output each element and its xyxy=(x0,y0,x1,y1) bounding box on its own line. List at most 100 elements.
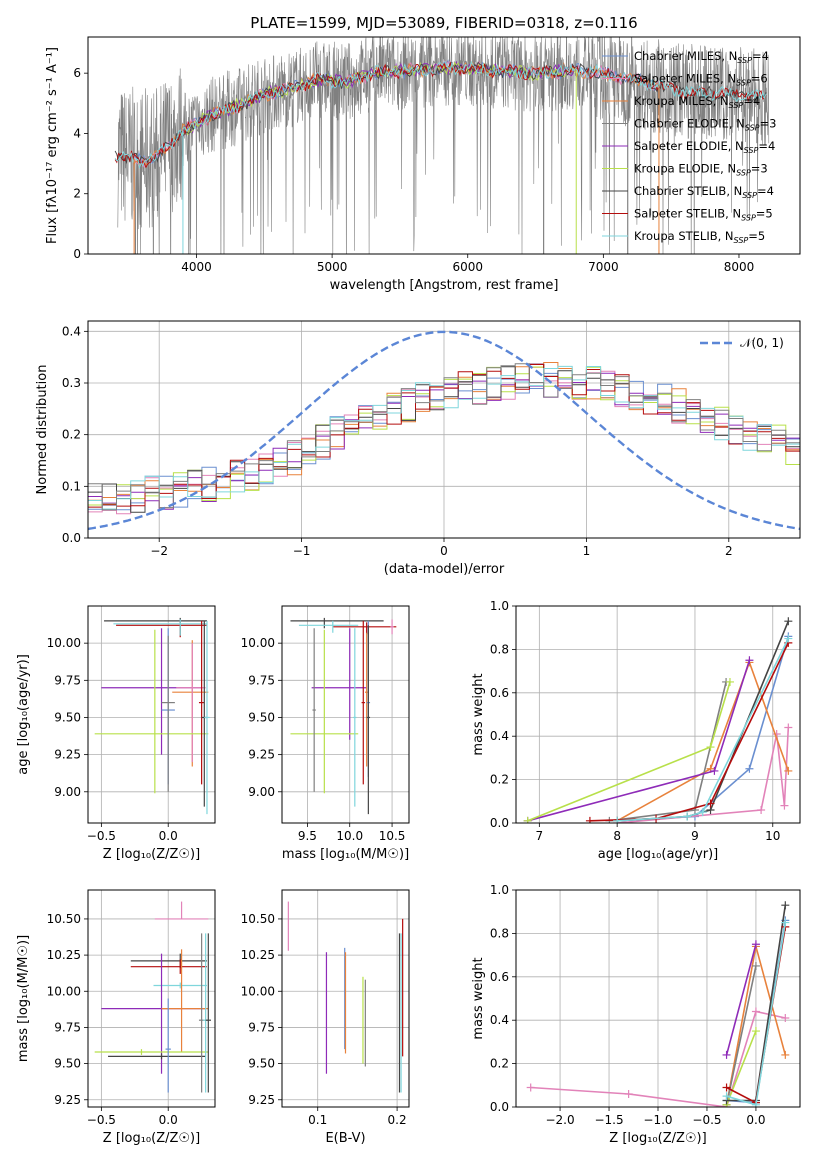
y-tick-label: 9.50 xyxy=(54,1057,81,1071)
legend-entry: Chabrier ELODIE, NSSP=3 xyxy=(634,117,776,133)
weight-marker xyxy=(781,1050,790,1059)
x-tick-label: 7000 xyxy=(588,260,619,274)
plot-area xyxy=(523,617,793,823)
y-tick-label: 9.00 xyxy=(54,785,81,799)
axes-frame xyxy=(281,605,410,824)
y-tick-label: 4 xyxy=(73,126,81,140)
weight-marker xyxy=(751,1027,760,1036)
histogram-step xyxy=(88,363,800,513)
weight-line xyxy=(617,638,790,822)
y-tick-label: 0.0 xyxy=(62,531,81,545)
y-tick-label: 0.8 xyxy=(490,642,509,656)
weight-marker xyxy=(757,805,766,814)
weight-line xyxy=(617,636,790,822)
legend-sub: SSP xyxy=(741,214,756,223)
y-tick-label: 9.75 xyxy=(248,673,275,687)
legend-entry: Chabrier MILES, NSSP=4 xyxy=(634,49,769,65)
x-tick-label: 0.2 xyxy=(388,1113,407,1127)
y-tick-label: 1.0 xyxy=(490,883,509,897)
chart-age-vs-Z: −0.5 0.0 9.00 9.25 9.50 9.75 10.00 Z [log₁₀(Z/Z… xyxy=(16,605,216,862)
plot-area xyxy=(114,37,770,254)
y-tick-label: 9.75 xyxy=(248,1020,275,1034)
y-tick-label: 10.50 xyxy=(47,912,81,926)
legend-entry: 𝒩(0, 1) xyxy=(740,336,784,350)
weight-marker xyxy=(745,656,754,665)
x-tick-label: 4000 xyxy=(181,260,212,274)
legend-suffix: =4 xyxy=(758,139,775,153)
x-tick-label: 0.1 xyxy=(308,1113,327,1127)
y-tick-label: 9.50 xyxy=(54,710,81,724)
axes-frame xyxy=(515,889,801,1108)
axes-frame xyxy=(281,889,410,1108)
axes-frame xyxy=(87,605,216,824)
y-tick-label: 9.25 xyxy=(54,748,81,762)
chart-residuals: −2 −1 0 1 2 0.0 0.1 0.2 0.3 0.4 (data-model)/error… xyxy=(35,320,801,577)
legend-label: Salpeter ELODIE, N xyxy=(634,139,744,153)
x-axis-label: (data-model)/error xyxy=(384,562,505,577)
plot-area xyxy=(94,901,211,1093)
legend-label: Chabrier MILES, N xyxy=(634,49,737,63)
histogram-step xyxy=(88,372,800,510)
weight-line xyxy=(530,1010,786,1107)
observed-spectrum xyxy=(117,37,770,254)
chart-age-vs-mass: 9.5 10.0 10.5 9.00 9.25 9.50 9.75 10.00 mass [lo… xyxy=(241,605,410,862)
weight-line xyxy=(725,965,757,1105)
y-tick-label: 10.00 xyxy=(241,984,275,998)
plot-area xyxy=(94,617,210,815)
legend-sub: SSP xyxy=(729,101,744,110)
x-tick-label: 8000 xyxy=(724,260,755,274)
legend-sub: SSP xyxy=(744,146,759,155)
weight-marker xyxy=(523,816,532,823)
chart-mass-vs-EBV: 0.1 0.2 9.25 9.50 9.75 10.00 10.25 10.50 E(B-V) xyxy=(241,889,410,1146)
legend-suffix: =3 xyxy=(751,162,768,176)
weight-marker xyxy=(722,1092,731,1101)
chart-title: PLATE=1599, MJD=53089, FIBERID=0318, z=0… xyxy=(250,14,637,32)
weight-marker xyxy=(624,1089,633,1098)
legend-label: Chabrier ELODIE, N xyxy=(634,117,745,131)
model-spectrum xyxy=(114,60,767,169)
x-axis-label: E(B-V) xyxy=(325,1131,365,1146)
legend-suffix: =5 xyxy=(756,207,773,221)
y-tick-label: 10.25 xyxy=(241,948,275,962)
x-tick-label: −1 xyxy=(293,544,311,558)
legend-sub: SSP xyxy=(734,236,749,245)
weight-marker xyxy=(725,677,734,686)
y-tick-label: 0.1 xyxy=(62,479,81,493)
weight-marker xyxy=(706,799,715,808)
weight-marker xyxy=(781,1014,790,1023)
y-tick-label: 9.25 xyxy=(248,1093,275,1107)
x-axis-label: age [log₁₀(age/yr)] xyxy=(598,847,719,862)
legend-label: Kroupa ELODIE, N xyxy=(634,162,736,176)
plot-area xyxy=(287,901,404,1093)
y-tick-label: 9.50 xyxy=(248,1057,275,1071)
chart-mass-weight-vs-Z: −2.0 −1.5 −1.0 −0.5 0.0 0.0 0.2 0.4 0.6 0.8 1.0 Z [… xyxy=(471,883,801,1146)
x-tick-label: −0.5 xyxy=(692,1113,721,1127)
weight-marker xyxy=(781,901,790,910)
weight-marker xyxy=(722,1050,731,1059)
y-tick-label: 10.50 xyxy=(241,912,275,926)
x-tick-label: −2.0 xyxy=(545,1113,574,1127)
legend-label: Chabrier STELIB, N xyxy=(634,184,742,198)
y-axis-label: age [log₁₀(age/yr)] xyxy=(16,654,31,775)
legend-entry: Salpeter MILES, NSSP=6 xyxy=(634,72,768,88)
legend: 𝒩(0, 1) xyxy=(700,336,784,350)
legend-sub: SSP xyxy=(736,79,751,88)
gaussian-curve xyxy=(88,330,800,531)
weight-marker xyxy=(751,961,760,970)
legend-entry: Kroupa MILES, NSSP=4 xyxy=(634,94,760,110)
y-tick-label: 0.0 xyxy=(490,1100,509,1114)
x-tick-label: 0.0 xyxy=(159,829,178,843)
y-tick-label: 0.0 xyxy=(490,816,509,830)
legend-entry: Kroupa ELODIE, NSSP=3 xyxy=(634,162,768,178)
weight-marker xyxy=(781,918,790,927)
legend-sub: SSP xyxy=(742,191,757,200)
legend-label: Kroupa MILES, N xyxy=(634,94,729,108)
x-tick-label: −0.5 xyxy=(87,829,116,843)
weight-line xyxy=(725,944,757,1056)
y-tick-label: 9.25 xyxy=(54,1093,81,1107)
y-tick-label: 0.3 xyxy=(62,376,81,390)
weight-marker xyxy=(784,766,793,775)
axes-frame xyxy=(515,605,801,824)
weight-line xyxy=(527,681,731,822)
